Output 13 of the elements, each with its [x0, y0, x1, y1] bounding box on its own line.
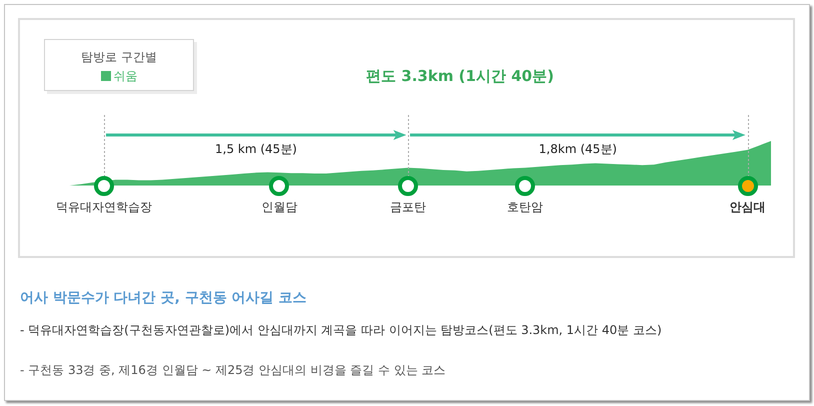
x-tick-label: 호탄암: [507, 200, 544, 214]
x-tick-label: 덕유대자연학습장: [56, 200, 152, 214]
text: 어사 박문수가 다녀간 곳, 구천동 어사길 코스: [20, 289, 308, 308]
text: - 구천동 33경 중, 제16경 인월담 ~ 제25경 안심대의 비경을 즐길 수 있는 코스: [20, 362, 447, 379]
annotation: 1,5 km (45분): [214, 142, 297, 156]
annotation: 1,8km (45분): [538, 142, 617, 156]
text: - 덕유대자연학습장(구천동자연관찰로)에서 안심대까지 계곡을 따라 이어지는 탐방코스(편도 3.3km, 1시간 40분 코스): [20, 322, 663, 339]
x-tick-label: 금포탄: [390, 200, 426, 214]
legend-label: 쉬움: [114, 69, 138, 83]
x-tick-label: 인월담: [261, 200, 298, 214]
x-tick-label: 안심대: [730, 200, 766, 214]
legend-title: 탐방로 구간별: [80, 49, 158, 65]
chart-title: 편도 3.3km (1시간 40분): [365, 66, 555, 86]
